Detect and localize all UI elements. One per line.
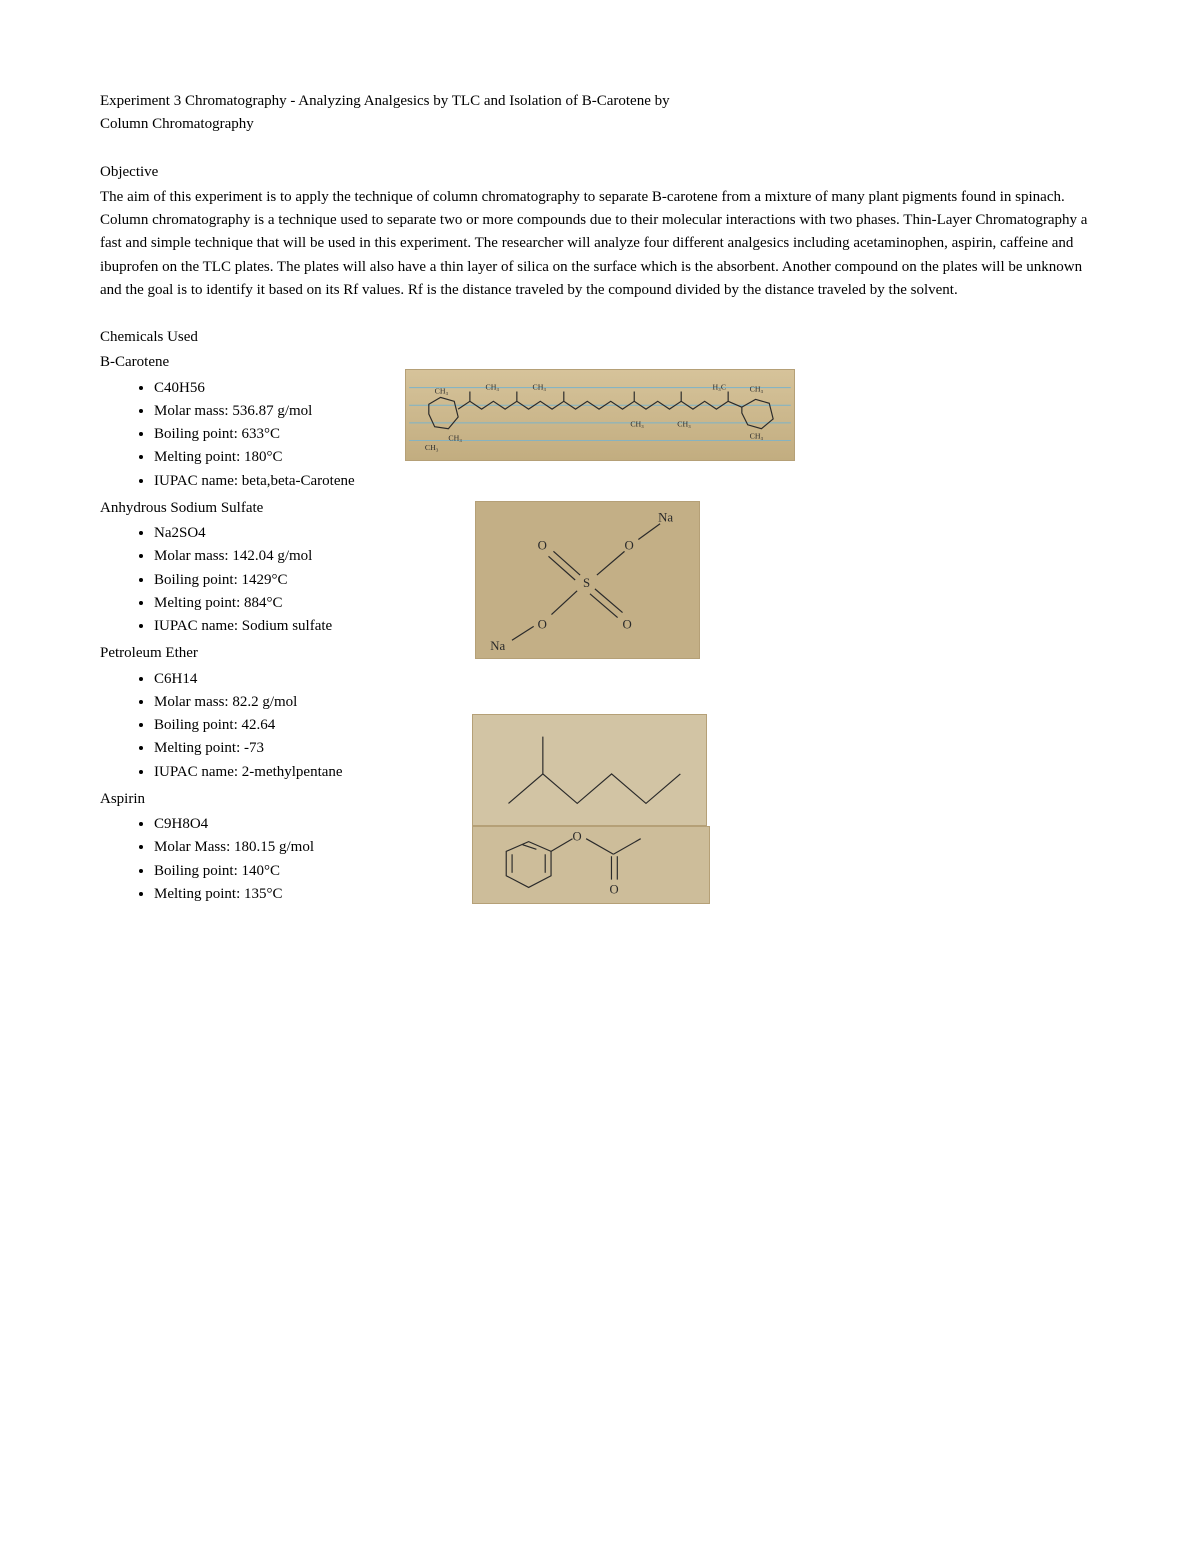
chemical-sodium-sulfate: Anhydrous Sodium Sulfate Na2SO4 Molar ma…: [100, 497, 1100, 639]
chem-formula: C9H8O4: [154, 813, 650, 836]
chem-formula: C6H14: [154, 668, 650, 691]
chem-iupac: IUPAC name: beta,beta-Carotene: [154, 470, 650, 493]
svg-text:H₃C: H₃C: [713, 383, 727, 392]
chemical-petroleum-ether: Petroleum Ether C6H14 Molar mass: 82.2 g…: [100, 642, 1100, 784]
svg-text:Na: Na: [658, 510, 673, 524]
svg-text:CH₃: CH₃: [750, 432, 764, 441]
structure-image-sodium-sulfate: S O O O Na O Na: [475, 501, 700, 659]
svg-text:CH₃: CH₃: [486, 383, 500, 392]
chem-molar: Molar mass: 82.2 g/mol: [154, 691, 650, 714]
document-page: Experiment 3 Chromatography - Analyzing …: [0, 0, 1200, 1553]
svg-text:O: O: [625, 538, 634, 552]
document-title: Experiment 3 Chromatography - Analyzing …: [100, 90, 1100, 137]
chem-properties: C9H8O4 Molar Mass: 180.15 g/mol Boiling …: [100, 813, 650, 906]
chem-name: Petroleum Ether: [100, 642, 1100, 665]
chemicals-heading: Chemicals Used: [100, 326, 1100, 349]
svg-text:CH₃: CH₃: [533, 383, 547, 392]
svg-text:O: O: [538, 617, 547, 631]
structure-image-bcarotene: CH₃ CH₃ CH₃ CH₃ CH₃ H₃C CH₃ CH₃ CH₃ CH₃: [405, 369, 795, 461]
svg-text:CH₃: CH₃: [677, 420, 691, 429]
objective-heading: Objective: [100, 161, 1100, 184]
svg-text:CH₃: CH₃: [448, 434, 462, 443]
chemical-bcarotene: B-Carotene C40H56 Molar mass: 536.87 g/m…: [100, 351, 1100, 493]
svg-text:CH₃: CH₃: [750, 385, 764, 394]
chem-molar: Molar Mass: 180.15 g/mol: [154, 836, 650, 859]
svg-text:CH₃: CH₃: [425, 443, 439, 452]
chem-name: Aspirin: [100, 788, 1100, 811]
chemical-aspirin: Aspirin C9H8O4 Molar Mass: 180.15 g/mol …: [100, 788, 1100, 906]
svg-text:S: S: [583, 576, 590, 590]
chem-boil: Boiling point: 140°C: [154, 860, 650, 883]
svg-text:O: O: [623, 617, 632, 631]
title-line-1: Experiment 3 Chromatography - Analyzing …: [100, 93, 670, 109]
title-line-2: Column Chromatography: [100, 116, 254, 132]
svg-text:CH₃: CH₃: [435, 387, 449, 396]
svg-text:O: O: [538, 538, 547, 552]
objective-body: The aim of this experiment is to apply t…: [100, 186, 1100, 302]
chem-melt: Melting point: 135°C: [154, 883, 650, 906]
svg-text:CH₃: CH₃: [630, 420, 644, 429]
